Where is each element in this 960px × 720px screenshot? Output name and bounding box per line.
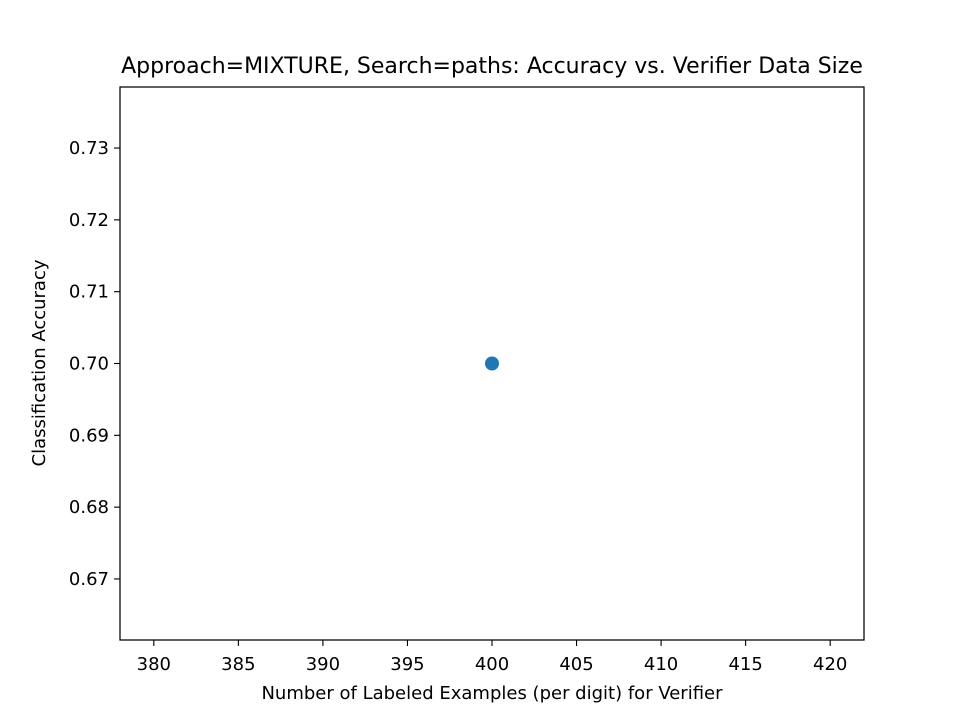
- x-tick-label: 420: [813, 654, 847, 675]
- chart-title: Approach=MIXTURE, Search=paths: Accuracy…: [121, 54, 863, 79]
- y-tick-label: 0.69: [69, 425, 109, 446]
- y-tick-label: 0.67: [69, 569, 109, 590]
- x-tick-label: 380: [137, 654, 171, 675]
- y-tick-label: 0.70: [69, 354, 109, 375]
- y-tick-label: 0.72: [69, 210, 109, 231]
- y-tick-label: 0.71: [69, 282, 109, 303]
- y-axis-label: Classification Accuracy: [29, 259, 50, 466]
- x-axis-ticks: 380 385 390 395 400 405 410 415 420: [137, 640, 847, 675]
- x-axis-label: Number of Labeled Examples (per digit) f…: [261, 683, 723, 704]
- plot-frame: [119, 86, 865, 641]
- scatter-point: [485, 356, 499, 371]
- y-tick-label: 0.68: [69, 497, 109, 518]
- x-tick-label: 395: [390, 654, 424, 675]
- x-tick-label: 385: [221, 654, 255, 675]
- y-axis-ticks: 0.67 0.68 0.69 0.70 0.71 0.72 0.73: [69, 138, 120, 590]
- x-tick-label: 415: [728, 654, 762, 675]
- x-tick-label: 410: [644, 654, 678, 675]
- data-points: [485, 356, 499, 371]
- y-tick-label: 0.73: [69, 138, 109, 159]
- x-tick-label: 405: [559, 654, 593, 675]
- x-tick-label: 390: [306, 654, 340, 675]
- x-tick-label: 400: [475, 654, 509, 675]
